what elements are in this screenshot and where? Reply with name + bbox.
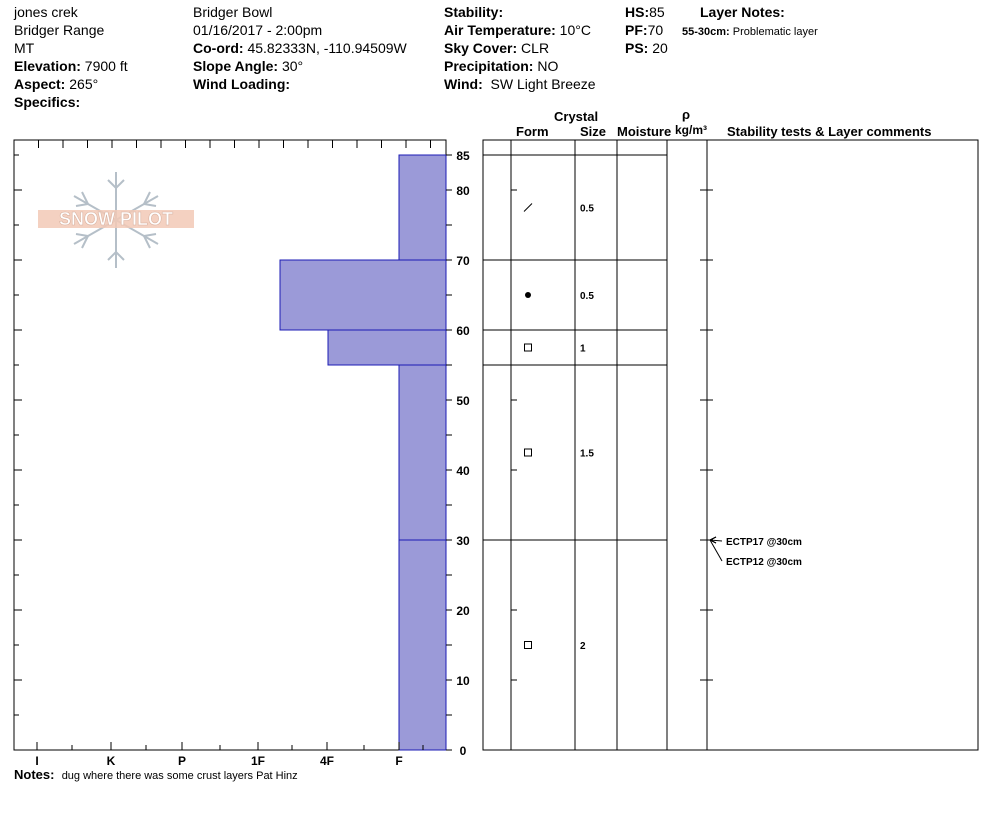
area-name: Bridger Bowl — [193, 4, 273, 20]
hardness-bar — [279, 259, 447, 331]
elevation: Elevation: 7900 ft — [14, 58, 128, 74]
hardness-plot-frame — [13, 139, 447, 751]
aspect: Aspect: 265° — [14, 76, 99, 92]
depth-label: 60 — [456, 324, 470, 338]
slope-angle: Slope Angle: 30° — [193, 58, 304, 74]
crystal-header: Crystal — [554, 109, 599, 124]
wind: Wind: SW Light Breeze — [444, 76, 596, 92]
moisture-header: Moisture — [617, 124, 672, 139]
faceted-form-icon — [524, 343, 532, 352]
faceted-form-icon — [524, 641, 532, 649]
stability-test-label: ECTP17 @30cm — [726, 537, 802, 548]
hardness-bar — [398, 364, 447, 541]
size-header: Size — [580, 124, 607, 139]
depth-label: 80 — [456, 184, 470, 198]
range-name: Bridger Range — [14, 22, 105, 38]
test-leader — [709, 539, 723, 562]
test-leader — [709, 539, 723, 542]
hardness-bar — [398, 154, 447, 261]
depth-label: 70 — [456, 254, 470, 268]
pf: PF:70 — [625, 22, 664, 38]
snow-profile-chart: I K P 1F 4F F 0 10 20 30 40 50 60 70 80 85 0.5 0.5 1 1.5 2 EC… — [13, 139, 979, 768]
location-name: jones crek — [14, 4, 78, 20]
stability-header: Stability tests & Layer comments — [727, 124, 932, 139]
hardness-bar — [398, 539, 447, 751]
hardness-label: P — [178, 754, 186, 768]
svg-text:SNOW PILOT: SNOW PILOT — [59, 209, 173, 229]
hardness-label: 4F — [320, 754, 334, 768]
density-unit: kg/m³ — [675, 123, 708, 137]
hardness-label: I — [35, 754, 38, 768]
hardness-label: F — [395, 754, 402, 768]
layer-table-frame — [482, 139, 979, 751]
hs: HS:85 — [625, 4, 665, 20]
depth-label: 85 — [456, 149, 470, 163]
ps: PS: 20 — [625, 40, 668, 56]
depth-label: 20 — [456, 604, 470, 618]
datetime: 01/16/2017 - 2:00pm — [193, 22, 323, 38]
stability-test-label: ECTP12 @30cm — [726, 557, 802, 568]
rounded-form-icon — [525, 292, 531, 298]
faceted-form-icon — [524, 448, 532, 457]
crystal-size: 0.5 — [580, 204, 594, 215]
state-name: MT — [14, 40, 35, 56]
crystal-size: 2 — [580, 641, 586, 652]
air-temperature: Air Temperature: 10°C — [444, 22, 591, 38]
layer-notes-title: Layer Notes: — [700, 4, 785, 20]
layer-note: 55-30cm: Problematic layer — [682, 26, 818, 38]
hardness-bar — [327, 329, 447, 366]
snowpilot-logo: SNOW PILOT — [38, 172, 194, 268]
crystal-size: 1 — [580, 344, 586, 355]
test-arrow — [708, 536, 717, 544]
depth-label: 30 — [456, 534, 470, 548]
depth-label: 50 — [456, 394, 470, 408]
stability: Stability: — [444, 4, 504, 20]
crystal-size: 1.5 — [580, 449, 594, 460]
precipitation: Precipitation: NO — [444, 58, 559, 74]
depth-label: 10 — [456, 674, 470, 688]
form-header: Form — [516, 124, 549, 139]
depth-label: 0 — [460, 744, 467, 758]
sky-cover: Sky Cover: CLR — [444, 40, 550, 56]
density-symbol: ρ — [682, 107, 691, 122]
hardness-label: K — [107, 754, 116, 768]
coordinates: Co-ord: 45.82333N, -110.94509W — [193, 40, 407, 56]
notes: Notes: dug where there was some crust la… — [14, 767, 298, 782]
decomposing-form-icon — [523, 203, 533, 212]
wind-loading: Wind Loading: — [193, 76, 291, 92]
specifics: Specifics: — [14, 94, 81, 110]
crystal-size: 0.5 — [580, 291, 594, 302]
depth-label: 40 — [456, 464, 470, 478]
hardness-label: 1F — [251, 754, 265, 768]
